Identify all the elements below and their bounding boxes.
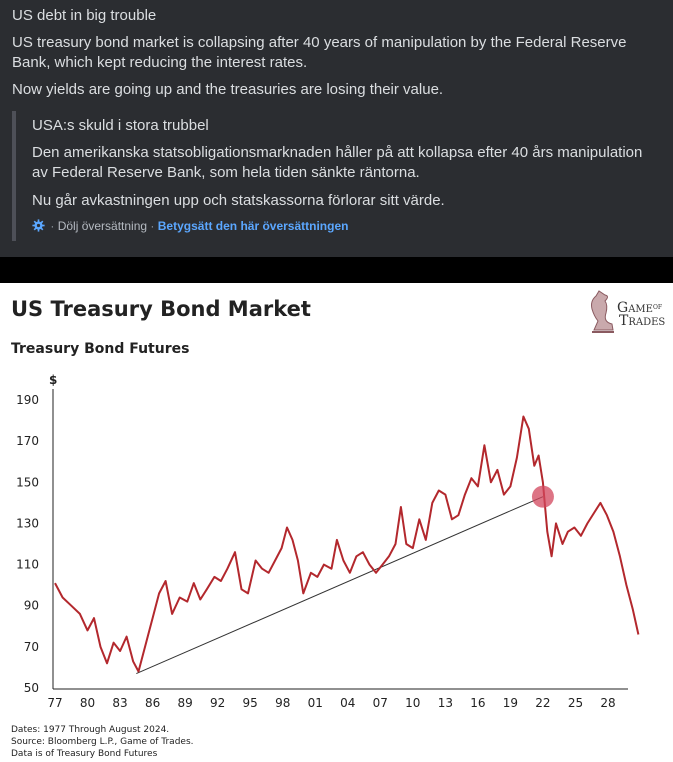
translation-block: USA:s skuld i stora trubbel Den amerikan… [12,111,666,241]
x-tick-label: 80 [80,696,95,710]
post-title: US debt in big trouble [12,7,157,24]
divider-band [0,257,673,283]
x-tick-label: 77 [47,696,62,710]
x-tick-label: 04 [340,696,355,710]
x-tick-label: 83 [112,696,127,710]
translation-yields-text: Nu går avkastningen upp och statskassorn… [32,192,445,209]
y-tick-label: 90 [24,599,39,613]
x-tick-label: 07 [373,696,388,710]
logo-text-line2: TRADES [619,313,665,329]
knight-logo-icon [591,290,614,333]
x-tick-label: 19 [503,696,518,710]
chart-subtitle: Treasury Bond Futures [11,341,189,357]
x-tick-label: 95 [243,696,258,710]
y-axis-unit-label: $ [49,373,57,387]
y-tick-label: 190 [16,393,39,407]
footnote: Source: Bloomberg L.P., Game of Trades. [11,737,194,747]
rate-translation-link[interactable]: Betygsätt den här översättningen [157,219,349,233]
x-tick-label: 10 [405,696,420,710]
y-tick-label: 50 [24,681,39,695]
post-body: US treasury bond market is collapsing af… [12,34,627,71]
separator-dot: · [50,219,55,233]
x-tick-label: 22 [535,696,550,710]
translation-actions: · Dölj översättning · Betygsätt den här … [32,219,348,233]
treasury-bond-chart: US Treasury Bond Market Treasury Bond Fu… [11,290,665,759]
post-yields-text: Now yields are going up and the treasuri… [12,81,444,98]
y-tick-label: 110 [16,558,39,572]
translation-body: Den amerikanska statsobligationsmarknade… [32,144,643,181]
y-tick-label: 130 [16,516,39,530]
y-tick-label: 170 [16,434,39,448]
footnote: Dates: 1977 Through August 2024. [11,725,169,735]
x-tick-label: 89 [177,696,192,710]
x-tick-label: 13 [438,696,453,710]
y-tick-label: 150 [16,475,39,489]
message-post: US debt in big trouble US treasury bond … [0,0,673,257]
x-tick-label: 98 [275,696,290,710]
trendline [136,496,544,675]
logo-text-line1: GAMEOF [617,300,662,316]
highlight-point [531,485,554,508]
y-tick-label: 70 [24,640,39,654]
chart-title: US Treasury Bond Market [11,297,311,321]
logo: GAMEOF TRADES [591,290,665,333]
x-tick-label: 92 [210,696,225,710]
x-tick-label: 16 [470,696,485,710]
x-tick-label: 01 [308,696,323,710]
x-tick-label: 86 [145,696,160,710]
chart-image: US Treasury Bond Market Treasury Bond Fu… [0,283,673,762]
separator-dot: · [150,219,155,233]
x-tick-label: 28 [600,696,615,710]
translation-title: USA:s skuld i stora trubbel [32,117,209,134]
x-tick-label: 25 [568,696,583,710]
data-series-line [54,415,640,673]
footnote: Data is of Treasury Bond Futures [11,749,158,759]
hide-translation-link[interactable]: Dölj översättning [57,219,148,233]
gear-icon [32,219,45,232]
